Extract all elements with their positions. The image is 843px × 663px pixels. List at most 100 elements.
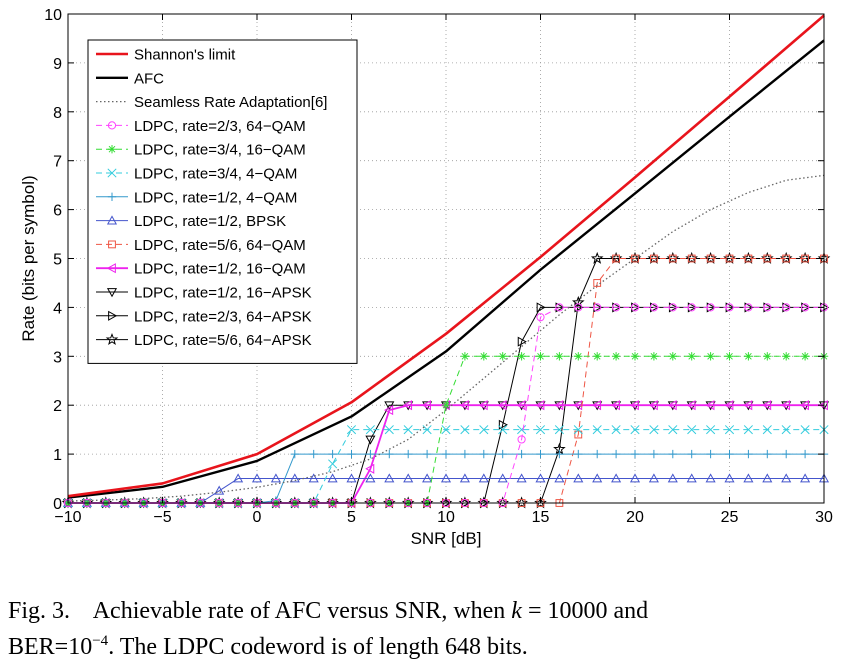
y-tick-label: 7	[53, 154, 62, 171]
series-11-point	[536, 302, 546, 313]
series-12-point	[590, 251, 604, 264]
series-4-point	[555, 352, 564, 361]
x-tick-label: 20	[626, 509, 644, 526]
series-4-point	[649, 352, 659, 361]
series-9-point	[384, 405, 394, 416]
caption-text-2: . The LDPC codeword is of length 648 bit…	[108, 634, 528, 660]
series-6-point	[517, 449, 526, 459]
series-7-point	[459, 473, 470, 483]
series-7-point	[667, 473, 678, 483]
legend-entry: LDPC, rate=3/4, 16−QAM	[134, 142, 306, 159]
series-7-point	[384, 473, 395, 483]
x-tick-label: 30	[815, 509, 833, 526]
x-axis-label: SNR [dB]	[411, 529, 482, 548]
series-8-point	[801, 254, 810, 263]
series-4-point	[706, 352, 715, 361]
series-7-point	[251, 473, 263, 483]
series-5-point	[630, 425, 640, 435]
series-3-point	[801, 303, 810, 312]
series-9-point	[743, 400, 753, 411]
legend-entry: LDPC, rate=3/4, 4−QAM	[134, 166, 297, 183]
series-9-point	[497, 400, 507, 411]
x-tick-label: 15	[532, 509, 550, 526]
series-8-point	[668, 254, 677, 263]
series-7-point	[478, 473, 489, 483]
series-7-point	[233, 473, 244, 483]
series-0-line	[67, 14, 825, 498]
series-5-point	[498, 425, 508, 435]
series-9-point	[516, 400, 526, 411]
series-10-point	[384, 401, 395, 411]
legend-marker	[107, 145, 117, 154]
series-4-point	[498, 352, 507, 361]
legend-marker	[108, 240, 116, 249]
series-3-point	[593, 303, 602, 312]
series-5-point	[687, 425, 697, 435]
rate-vs-snr-chart: −10 −5 0 5 10 15 20 25 30 0 1 2 3 4 5 6 7 8 9 10 SNR [dB] Rat…	[19, 7, 833, 548]
series-5-point	[517, 425, 527, 435]
series-6-point	[725, 449, 734, 459]
series-3-point	[555, 303, 564, 312]
series-4-point	[536, 352, 545, 361]
series-3-point	[687, 303, 696, 312]
y-axis-label: Rate (bits per symbol)	[19, 175, 38, 341]
series-6-point	[630, 449, 640, 459]
series-9-point	[554, 400, 564, 411]
series-7-point	[289, 473, 300, 483]
series-6-point	[574, 449, 583, 459]
legend-marker	[106, 263, 116, 274]
series-2-line	[67, 174, 825, 502]
series-8-point	[631, 254, 639, 263]
series-8-point	[725, 254, 734, 263]
legend-entry: Seamless Rate Adaptation[6]	[134, 94, 327, 111]
legend-entry: LDPC, rate=1/2, 16−QAM	[134, 261, 306, 278]
series-3-point	[763, 303, 772, 312]
series-11-point	[517, 336, 527, 347]
y-tick-label: 4	[53, 300, 62, 317]
series-8-point	[706, 254, 715, 263]
legend-marker	[105, 332, 119, 345]
caption-text-1: Achievable rate of AFC versus SNR, when	[92, 598, 506, 624]
legend-entry: LDPC, rate=2/3, 64−QAM	[134, 118, 306, 135]
legend-marker	[108, 310, 118, 321]
series-7-point	[611, 473, 622, 483]
series-4-point	[687, 352, 696, 361]
series-9-point	[365, 463, 375, 474]
series-9-point	[459, 400, 469, 411]
series-3-point	[612, 303, 621, 312]
series-2-group	[67, 174, 825, 502]
series-5-point	[573, 425, 583, 435]
series-7-point	[648, 473, 659, 483]
series-9-point	[648, 400, 658, 411]
series-4-point	[630, 352, 640, 361]
series-4-point	[668, 352, 677, 361]
series-7-point	[327, 473, 338, 483]
series-5-point	[592, 425, 602, 435]
series-5-point	[403, 425, 413, 435]
legend-entry: LDPC, rate=2/3, 64−APSK	[134, 308, 312, 325]
series-10-point	[365, 435, 376, 445]
series-7-point	[365, 473, 376, 483]
series-4-point	[782, 352, 791, 361]
series-4-point	[800, 352, 810, 361]
series-7-point	[686, 473, 697, 483]
series-7-point	[705, 473, 716, 483]
series-7-point	[403, 473, 414, 483]
legend-entry: LDPC, rate=1/2, BPSK	[134, 213, 286, 230]
y-tick-label: 3	[53, 349, 62, 366]
series-7-point	[592, 473, 603, 483]
series-9-point	[762, 400, 772, 411]
series-7-point	[422, 473, 433, 483]
series-8-point	[782, 254, 791, 263]
series-4-point	[744, 352, 753, 361]
series-6-point	[328, 449, 337, 459]
series-5-point	[554, 425, 564, 435]
series-4-point	[593, 352, 602, 361]
series-8-point	[763, 254, 772, 263]
axis-ticks: −10 −5 0 5 10 15 20 25 30 0 1 2 3 4 5 6 7 8 9 10	[44, 7, 833, 526]
series-6-point	[763, 449, 772, 459]
series-3-point	[668, 303, 677, 312]
series-6-point	[800, 449, 810, 459]
caption-ber-prefix: BER=10	[8, 634, 93, 660]
series-3-point	[517, 435, 526, 444]
